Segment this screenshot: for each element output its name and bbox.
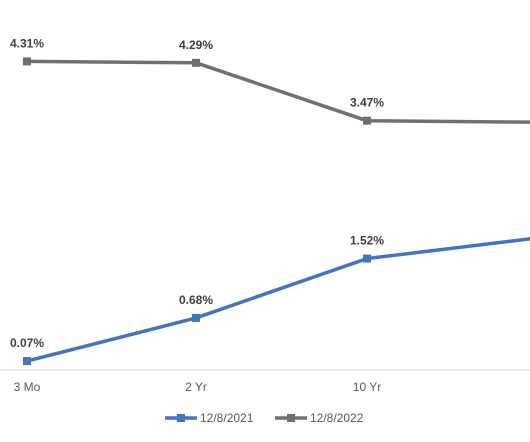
legend-item-12-8-2021: 12/8/2021 [165,411,254,425]
legend-item-12-8-2022: 12/8/2022 [275,411,364,425]
data-label-12-8-2022: 3.47% [350,96,384,110]
x-tick-label: 10 Yr [353,380,381,394]
data-label-12-8-2022: 4.29% [179,38,213,52]
series-12-8-2021: 0.07%0.68%1.52%1. [10,234,530,366]
x-tick-label: 2 Yr [185,380,207,394]
data-label-12-8-2021: 0.68% [179,293,213,307]
legend: 12/8/2021 12/8/2022 [165,411,364,425]
data-label-12-8-2021: 1.52% [350,234,384,248]
data-point-12-8-2022 [23,57,31,66]
x-tick-label: 3 Mo [14,380,41,394]
legend-label-12-8-2022: 12/8/2022 [310,411,364,425]
data-point-12-8-2022 [192,58,200,67]
data-point-12-8-2021 [23,357,31,366]
series-line-12-8-2022 [26,59,530,124]
data-label-12-8-2022: 4.31% [10,36,44,50]
data-point-12-8-2022 [363,116,371,125]
series-line-12-8-2021 [26,237,530,363]
data-point-12-8-2021 [192,313,200,322]
legend-marker-12-8-2021 [177,414,185,422]
data-point-12-8-2021 [363,254,371,263]
data-label-12-8-2021: 0.07% [10,336,44,350]
series-12-8-2022: 4.31%4.29%3.47%3. [10,36,530,125]
legend-label-12-8-2021: 12/8/2021 [200,411,254,425]
legend-marker-12-8-2022 [287,414,295,422]
